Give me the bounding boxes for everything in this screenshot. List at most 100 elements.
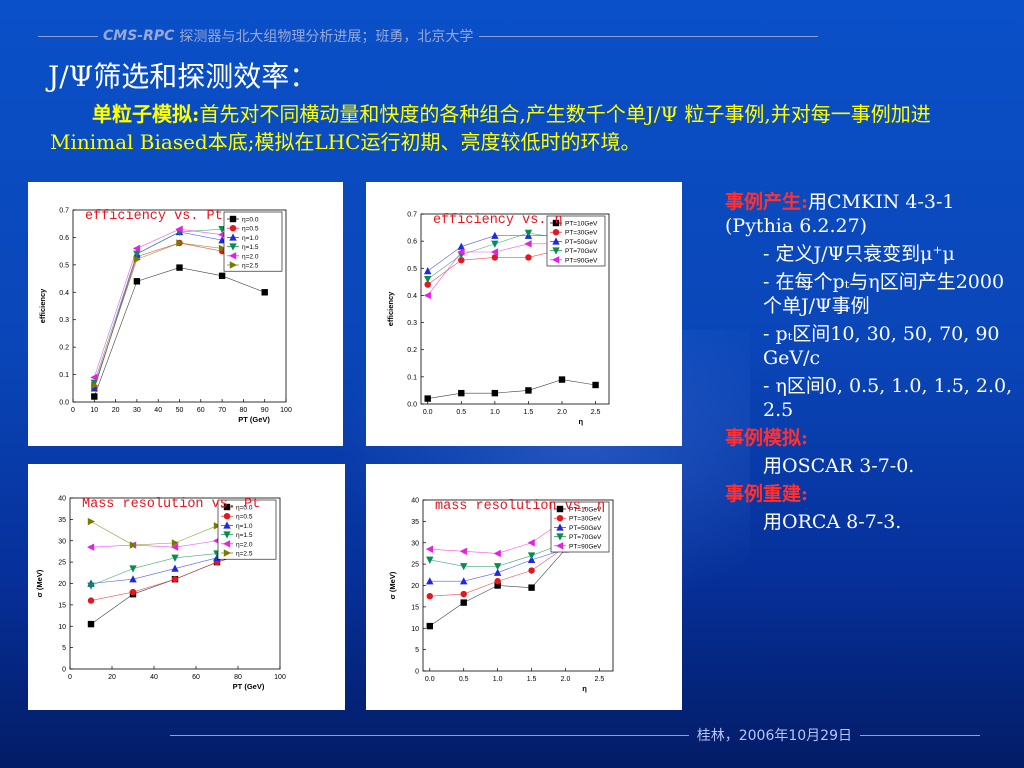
y-tick-label: 30 <box>58 538 66 545</box>
x-tick-label: 1.0 <box>493 676 503 683</box>
y-tick-label: 0.3 <box>407 320 417 327</box>
series-line <box>427 379 596 399</box>
data-point <box>171 554 179 562</box>
legend-marker <box>552 237 560 245</box>
legend-label: PT=70GeV <box>569 534 602 541</box>
y-tick-label: 0.2 <box>407 347 417 354</box>
bullet-item: - 在每个pₜ与η区间产生2000个单J/Ψ事例 <box>763 271 1005 317</box>
data-point <box>87 517 95 526</box>
legend-marker <box>229 233 237 241</box>
y-tick-label: 0.2 <box>59 345 69 352</box>
x-tick-label: 70 <box>218 407 226 414</box>
y-tick-label: 0.4 <box>407 293 417 300</box>
legend-label: η=1.0 <box>242 235 259 242</box>
x-tick-label: 60 <box>197 407 205 414</box>
legend-box <box>217 499 277 560</box>
data-point <box>129 588 137 596</box>
bullet-item: - 定义J/Ψ只衰变到μ⁺μ <box>763 243 955 265</box>
data-point <box>424 275 432 284</box>
legend-marker <box>223 503 231 511</box>
data-point <box>423 291 431 300</box>
chart-panel-res-pt: 0 20 40 60 80 100 0 5 10 15 20 25 30 35 40 PT (GeV) σ (M… <box>28 464 345 710</box>
legend-marker <box>552 229 560 236</box>
chart-title: mass resolution vs. η <box>435 499 605 514</box>
heading-reconstruction: 事例重建: <box>725 483 809 505</box>
legend-marker <box>552 256 560 264</box>
footer-line-right <box>860 734 980 736</box>
data-point <box>426 577 434 585</box>
y-tick-label: 0.7 <box>59 208 69 215</box>
y-tick-label: 0.6 <box>59 235 69 242</box>
slide-footer: 桂林，2006年10月29日 <box>170 725 980 745</box>
x-tick-label: 0.0 <box>423 409 433 416</box>
data-point <box>171 576 179 583</box>
data-point <box>261 289 268 296</box>
y-tick-label: 0.6 <box>407 239 417 246</box>
data-point <box>490 248 499 256</box>
legend-label: PT=30GeV <box>569 516 602 523</box>
data-point <box>491 254 499 261</box>
data-point <box>129 575 137 583</box>
data-point <box>87 582 95 590</box>
x-tick-label: 2.5 <box>591 409 601 416</box>
data-point <box>176 239 184 247</box>
legend-marker <box>223 521 231 529</box>
y-tick-label: 40 <box>58 496 66 503</box>
y-tick-label: 0.1 <box>407 374 417 381</box>
legend: η=0.0 η=0.5 η=1.0 η=1.5 η=2.0 η=2.5 <box>217 499 277 560</box>
x-tick-label: 20 <box>112 407 120 414</box>
legend-marker <box>223 549 231 557</box>
y-tick-label: 25 <box>411 562 419 569</box>
data-point <box>133 255 141 264</box>
x-axis-label: PT (GeV) <box>233 682 265 691</box>
y-tick-label: 0 <box>62 667 66 674</box>
y-tick-label: 30 <box>411 540 419 547</box>
data-point <box>425 545 433 553</box>
data-point <box>457 248 465 256</box>
data-point <box>524 240 532 248</box>
legend-marker <box>556 523 564 531</box>
data-point <box>491 240 499 248</box>
data-point <box>171 543 179 551</box>
data-point <box>558 376 566 383</box>
data-point <box>525 254 532 261</box>
y-tick-label: 15 <box>58 602 66 609</box>
legend-marker <box>229 252 237 260</box>
legend-label: η=2.5 <box>236 551 253 558</box>
data-point <box>175 225 183 233</box>
legend-label: PT=30GeV <box>565 230 598 237</box>
x-tick-label: 0 <box>68 674 72 681</box>
legend-marker <box>229 225 237 232</box>
data-point <box>527 552 536 560</box>
x-tick-label: 80 <box>240 407 248 414</box>
reconstruction-text: 用ORCA 8-7-3. <box>763 511 902 533</box>
x-tick-label: 30 <box>133 407 141 414</box>
y-tick-label: 0.5 <box>407 266 417 273</box>
x-axis-label: PT (GeV) <box>238 415 270 424</box>
legend-marker <box>229 243 237 251</box>
data-point <box>460 577 468 585</box>
data-point <box>87 597 95 604</box>
data-point <box>426 592 433 600</box>
legend-label: PT=10GeV <box>569 507 602 514</box>
data-point <box>528 584 535 591</box>
x-tick-label: 90 <box>261 407 269 414</box>
y-tick-label: 0.0 <box>407 402 417 409</box>
chart-panel-eff-pt: 0 10 20 30 40 50 60 70 80 90 100 0.0 0.1 0.2 0.3 0.4 0.5… <box>28 182 343 446</box>
header-text: 探测器与北大组物理分析进展；班勇，北京大学 <box>179 29 474 45</box>
legend-marker <box>552 247 560 255</box>
data-point <box>460 590 467 598</box>
legend-label: η=1.5 <box>242 244 259 251</box>
data-point <box>460 599 467 606</box>
x-tick-label: 2.0 <box>557 409 567 416</box>
y-tick-label: 20 <box>58 581 66 588</box>
y-tick-label: 35 <box>58 517 66 524</box>
data-point <box>493 549 501 558</box>
data-point <box>424 281 431 288</box>
x-tick-label: 0.5 <box>456 409 466 416</box>
y-tick-label: 5 <box>62 645 66 652</box>
y-tick-label: 0.0 <box>59 400 69 407</box>
x-tick-label: 80 <box>234 674 242 681</box>
series-PT-10GeV <box>424 376 599 402</box>
x-tick-label: 1.5 <box>527 676 537 683</box>
